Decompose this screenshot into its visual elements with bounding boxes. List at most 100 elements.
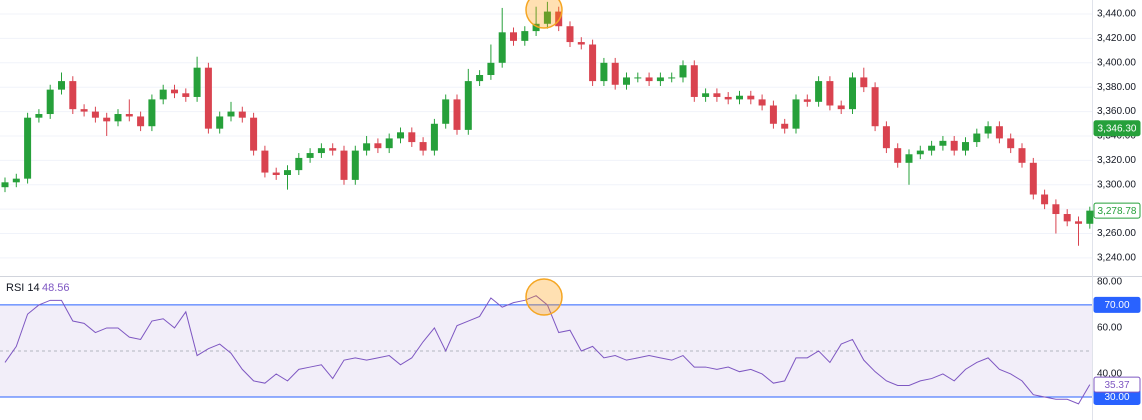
candle-body — [114, 114, 122, 122]
price-badge-label: 3,278.78 — [1098, 206, 1137, 217]
candle-body — [690, 65, 698, 97]
y-tick-label: 3,260.00 — [1097, 228, 1136, 239]
candle-body — [600, 62, 608, 82]
candle-body — [555, 11, 563, 27]
candle-body — [815, 81, 823, 102]
candle-body — [826, 81, 834, 106]
y-tick-label: 3,240.00 — [1097, 253, 1136, 264]
candle-body — [781, 123, 789, 129]
candle-body — [882, 126, 890, 149]
candle-body — [442, 99, 450, 124]
candle-body — [611, 62, 619, 85]
y-tick-label: 3,400.00 — [1097, 57, 1136, 68]
candle-body — [487, 62, 495, 75]
candle-body — [46, 89, 54, 115]
candle-body — [543, 11, 551, 24]
candle-body — [623, 77, 630, 85]
y-tick-label: 60.00 — [1097, 323, 1122, 334]
y-tick-label: 3,300.00 — [1097, 179, 1136, 190]
candle-body — [1052, 204, 1060, 215]
candle-body — [928, 145, 936, 151]
price-badge-label: 35.37 — [1104, 380, 1129, 391]
candle-body — [284, 170, 291, 175]
candle-body — [430, 123, 438, 151]
candle-body — [589, 44, 597, 82]
candle-body — [12, 178, 20, 183]
indicator-value: 48.56 — [42, 282, 70, 294]
candle-body — [340, 150, 348, 180]
candle-body — [973, 133, 981, 143]
candle-body — [962, 142, 969, 151]
candle-body — [261, 150, 269, 173]
candle-body — [769, 105, 777, 124]
candle-body — [419, 142, 427, 151]
y-tick-label: 3,360.00 — [1097, 106, 1136, 117]
candle-body — [476, 75, 484, 82]
candle-body — [351, 150, 359, 180]
candle-body — [1041, 194, 1049, 205]
candle-body — [137, 116, 145, 127]
candle-body — [521, 31, 529, 41]
candle-body — [736, 95, 743, 100]
y-tick-label: 3,420.00 — [1097, 33, 1136, 44]
candle-body — [453, 99, 461, 130]
candle-body — [498, 32, 506, 63]
candle-body — [295, 157, 303, 171]
candle-body — [1018, 148, 1026, 163]
candle-body — [69, 81, 77, 110]
candle-body — [905, 154, 913, 163]
candle-body — [939, 140, 947, 146]
candle-body — [577, 42, 585, 45]
candle-body — [35, 114, 43, 118]
price-badge — [1093, 296, 1141, 313]
candle-body — [984, 126, 992, 134]
indicator-title: RSI 14 — [6, 282, 40, 294]
candle-body — [566, 26, 574, 43]
candle-body — [464, 81, 472, 130]
y-tick-label: 40.00 — [1097, 369, 1122, 380]
candle-body — [159, 89, 167, 100]
candle-body — [724, 96, 732, 100]
highlight-circle — [525, 278, 563, 316]
price-badge — [1093, 376, 1141, 393]
price-badge-label: 70.00 — [1104, 300, 1129, 311]
candle-body — [860, 77, 868, 88]
candle-body — [182, 93, 190, 97]
candle-body — [216, 116, 224, 129]
candle-body — [849, 77, 856, 110]
candle-body — [397, 132, 404, 139]
candle-body — [1029, 162, 1037, 195]
candle-body — [408, 132, 416, 143]
candle-body — [803, 99, 811, 102]
candle-body — [645, 77, 653, 82]
candle-body — [80, 109, 88, 112]
candle-body — [713, 93, 721, 97]
candle-body — [1086, 210, 1094, 224]
y-tick-label: 3,320.00 — [1097, 155, 1136, 166]
candle-body — [329, 148, 337, 151]
candle-body — [125, 114, 133, 117]
candle-body — [227, 111, 235, 117]
candle-body — [171, 89, 178, 94]
candle-body — [634, 77, 642, 79]
price-badge — [1093, 202, 1141, 219]
candle-body — [317, 148, 325, 154]
candle-body — [272, 172, 280, 175]
candle-body — [702, 93, 710, 97]
candle-body — [871, 87, 879, 127]
price-badge — [1093, 120, 1141, 137]
candle-body — [894, 148, 902, 163]
candle-body — [510, 32, 517, 41]
candle-body — [103, 117, 111, 122]
price-badge-label: 30.00 — [1104, 392, 1129, 403]
candle-body — [1, 182, 9, 188]
candle-body — [656, 77, 664, 82]
candle-body — [238, 111, 246, 118]
candle-body — [792, 99, 800, 129]
candle-body — [837, 105, 845, 110]
candle-body — [532, 23, 540, 32]
candle-body — [668, 77, 676, 79]
candle-body — [679, 65, 687, 78]
